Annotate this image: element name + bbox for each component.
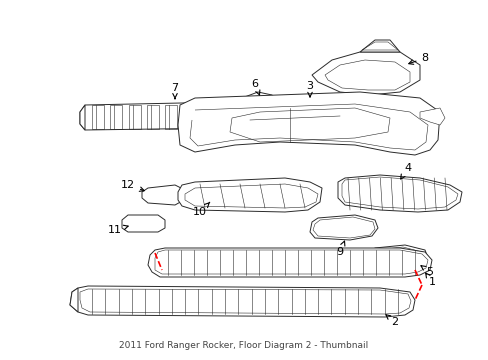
Polygon shape [70, 288, 78, 312]
Polygon shape [122, 215, 164, 232]
Polygon shape [359, 40, 399, 52]
Circle shape [391, 251, 403, 263]
Text: 3: 3 [306, 81, 313, 97]
Polygon shape [240, 92, 278, 118]
Polygon shape [227, 102, 238, 128]
Polygon shape [178, 92, 439, 155]
Polygon shape [142, 185, 184, 205]
Circle shape [164, 192, 171, 198]
Text: 9: 9 [336, 241, 344, 257]
Polygon shape [309, 215, 377, 240]
Circle shape [152, 192, 158, 198]
Polygon shape [70, 286, 414, 317]
Circle shape [136, 220, 143, 226]
Polygon shape [178, 178, 321, 212]
Polygon shape [80, 105, 85, 130]
Text: 12: 12 [121, 180, 144, 191]
Polygon shape [80, 102, 238, 130]
Text: 7: 7 [171, 83, 178, 99]
Text: 1: 1 [425, 273, 435, 287]
Text: 2011 Ford Ranger Rocker, Floor Diagram 2 - Thumbnail: 2011 Ford Ranger Rocker, Floor Diagram 2… [119, 341, 368, 350]
Polygon shape [419, 108, 444, 125]
Polygon shape [337, 175, 461, 212]
Polygon shape [148, 248, 431, 277]
Text: 4: 4 [400, 163, 411, 179]
Text: 5: 5 [420, 266, 433, 277]
Polygon shape [367, 245, 427, 270]
Text: 6: 6 [251, 79, 259, 95]
Text: 10: 10 [193, 202, 209, 217]
Text: 11: 11 [108, 225, 128, 235]
Text: 2: 2 [385, 315, 398, 327]
Circle shape [339, 222, 349, 232]
Polygon shape [311, 52, 419, 95]
Text: 8: 8 [408, 53, 427, 64]
